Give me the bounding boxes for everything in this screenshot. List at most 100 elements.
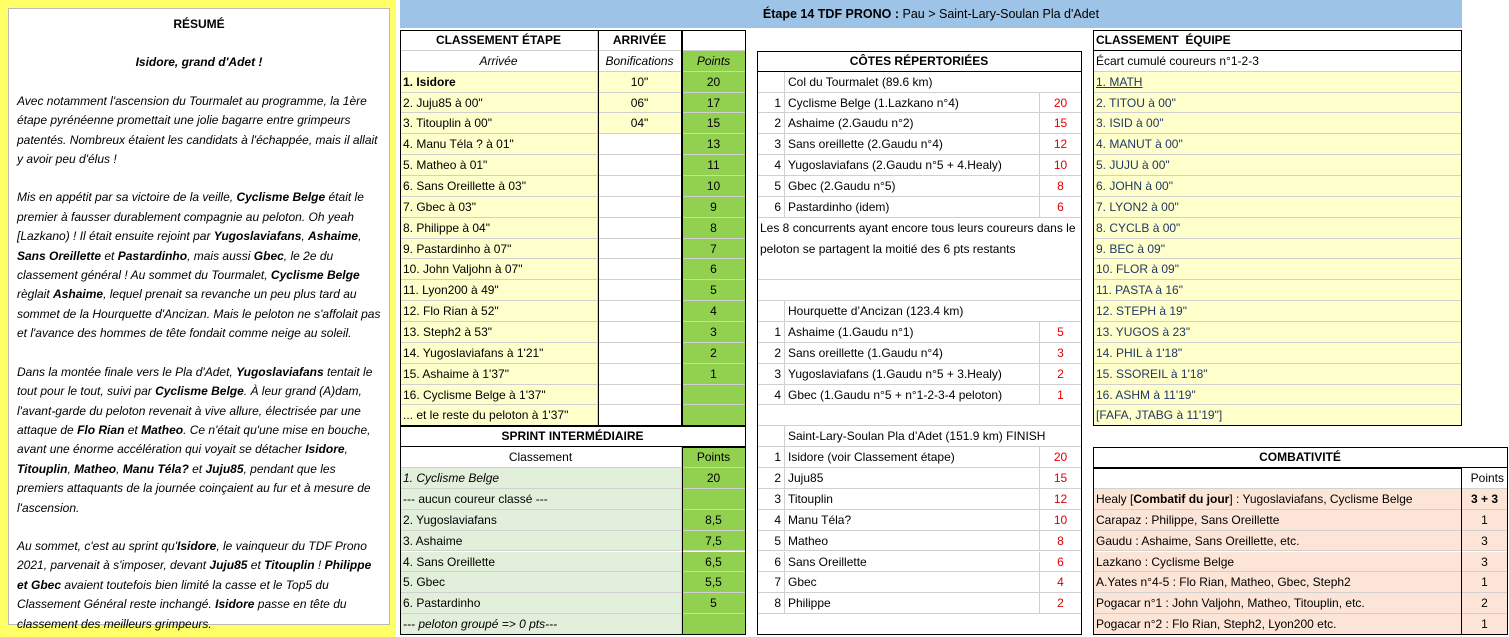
points: 5,5 [682,572,746,594]
points: 7,5 [682,530,746,552]
points: 20 [682,71,746,93]
text-run: était le premier à fausser durablement c… [17,190,364,244]
team-rank: 1. MATH [1093,71,1462,93]
climb-rider: Matheo [785,530,1040,552]
rank: 5 [757,176,785,197]
climb-rider: Cyclisme Belge (1.Lazkano n°4) [785,92,1040,114]
points: 12 [1040,488,1082,510]
points: 1 [1462,572,1508,594]
bold-run: Manu Téla? [122,461,189,476]
climb-rider: Ashaime (2.Gaudu n°2) [785,113,1040,135]
text-run: et [188,461,206,476]
bold-run: Gbec [253,248,284,263]
rank: 1 [757,447,785,469]
bold-run: Juju85 [205,461,244,476]
text-run: , [301,229,309,244]
bonus [598,280,682,302]
text-run: , [67,461,75,476]
rank: 6 [757,551,785,573]
combativity-label: Pogacar n°2 : Flo Rian, Steph2, Lyon200 … [1093,614,1462,635]
text-run: , pendant que les premiers attaquants de… [17,461,371,515]
climb-rider: Manu Téla? [785,509,1040,531]
bold-run: Flo Rian [77,422,125,437]
rider-name: 11. Lyon200 à 49" [400,280,598,302]
team-subtitle: Écart cumulé coureurs n°1-2-3 [1093,50,1462,72]
points: 7 [682,238,746,260]
bonus [598,301,682,323]
text-run: règlait [17,287,54,302]
team-rank: [FAFA, JTABG à 11'19"] [1093,405,1462,427]
rank: 3 [757,134,785,156]
bold-run: Titouplin [17,461,68,476]
rider-name: 2. Juju85 à 00" [400,92,598,114]
rank: 2 [757,342,785,364]
team-rank: 16. ASHM à 11'19" [1093,384,1462,406]
points: 2 [1040,593,1082,615]
points: 11 [682,155,746,177]
rank: 3 [757,363,785,385]
bonus [598,322,682,343]
sprint-name: 1. Cyclisme Belge [400,468,682,489]
points: 8 [1040,530,1082,552]
points: 17 [682,92,746,114]
points: 15 [1040,113,1082,135]
combativity-label: Carapaz : Philippe, Sans Oreillette [1093,509,1462,531]
points: 6 [682,259,746,281]
bold-run: Cyclisme Belge [155,384,244,399]
points: 2 [682,342,746,364]
climb-rider: Philippe [785,593,1040,615]
cell [682,30,746,51]
points: 10 [1040,509,1082,531]
rider-name: 13. Steph2 à 53" [400,322,598,343]
rank: 4 [757,509,785,531]
points: 4 [1040,572,1082,594]
rider-name: 8. Philippe à 04" [400,217,598,239]
team-rank: 9. BEC à 09" [1093,238,1462,260]
points: 10 [1040,155,1082,177]
points: 3 [1462,530,1508,552]
text-run: . À leur grand (A)dam, l'avant-garde du … [17,384,362,437]
summary-paragraph: Avec notamment l'ascension du Tourmalet … [17,92,381,170]
points: 5 [682,593,746,615]
stage-route: Pau > Saint-Lary-Soulan Pla d'Adet [902,7,1100,21]
summary-box: RÉSUMÉ Isidore, grand d'Adet ! Avec nota… [8,8,390,631]
cell [757,71,785,93]
summary-paragraph: Dans la montée finale vers le Pla d'Adet… [17,363,381,518]
text-run: , lequel prenait sa revanche un peu plus… [17,287,381,341]
climb-rider: Sans oreillette (1.Gaudu n°4) [785,342,1040,364]
rank: 6 [757,196,785,218]
rank: 8 [757,593,785,615]
team-rank: 2. TITOU à 00" [1093,92,1462,114]
combativity-label: Gaudu : Ashaime, Sans Oreillette, etc. [1093,530,1462,552]
text-run: ] : Yugoslaviafans, Cyclisme Belge [1229,491,1413,506]
points: 3 [1462,551,1508,573]
climb-rider: Ashaime (1.Gaudu n°1) [785,322,1040,343]
points [682,405,746,427]
climb-note: Les 8 concurrents ayant encore tous leur… [757,217,1082,281]
combativity-label: Lazkano : Cyclisme Belge [1093,551,1462,573]
bonus [598,217,682,239]
cell [757,301,785,323]
climb-name: Saint-Lary-Soulan Pla d’Adet (151.9 km) … [785,426,1082,448]
summary-subtitle: Isidore, grand d'Adet ! [135,55,263,70]
rider-name: 15. Ashaime à 1'37" [400,363,598,385]
column-header: Points [1462,468,1508,489]
points: 20 [682,468,746,489]
points [682,488,746,510]
bold-run: Ashaime [308,229,359,244]
team-rank: 8. CYCLB à 00" [1093,217,1462,239]
bold-run: Ashaime [53,287,104,302]
team-rank: 7. LYON2 à 00" [1093,196,1462,218]
rank: 2 [757,468,785,489]
rider-name: 6. Sans Oreillette à 03" [400,176,598,197]
column-header: Points [682,447,746,469]
cell [757,426,785,448]
rank: 4 [757,155,785,177]
bonus [598,259,682,281]
rank: 2 [757,113,785,135]
text-run: et [124,422,142,437]
section-title: ARRIVÉE [598,30,682,51]
bold-run: Cyclisme Belge [270,268,360,283]
points: 8 [682,217,746,239]
rider-name: 1. Isidore [400,71,598,93]
